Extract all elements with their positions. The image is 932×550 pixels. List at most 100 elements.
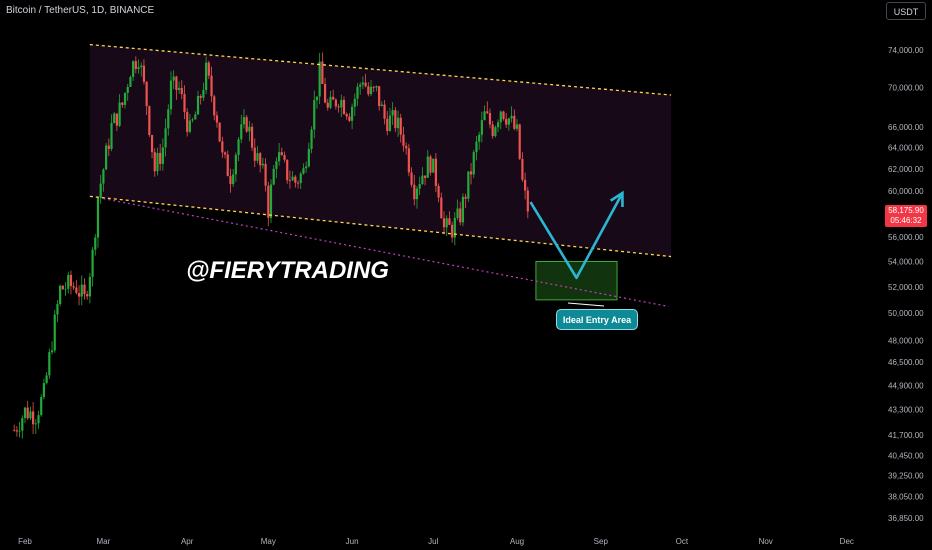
y-tick-label: 62,000.00 <box>888 165 924 174</box>
symbol-title: Bitcoin / TetherUS, 1D, BINANCE <box>6 5 155 16</box>
candle <box>429 154 432 176</box>
candle <box>478 131 481 150</box>
channel-lower-line <box>89 195 672 258</box>
candle <box>413 175 416 206</box>
candle <box>488 108 492 129</box>
candle <box>364 73 367 88</box>
projection-arrowhead <box>609 190 624 208</box>
candle <box>372 85 375 93</box>
candle <box>167 104 170 136</box>
candle <box>356 83 359 107</box>
candle <box>415 186 419 209</box>
candle <box>99 174 102 204</box>
candle <box>145 81 148 116</box>
last-price-tag: 58,175.90 05:46:32 <box>885 205 927 227</box>
candle <box>153 148 156 177</box>
candle <box>410 167 413 188</box>
candle <box>378 86 381 111</box>
candle <box>361 76 365 89</box>
candle <box>326 98 329 111</box>
candle <box>369 79 373 97</box>
candle <box>48 348 51 379</box>
candle <box>183 85 186 120</box>
candle <box>394 107 397 133</box>
candle <box>334 98 337 110</box>
candles <box>13 52 529 439</box>
candle <box>132 60 135 82</box>
channel-upper-line <box>89 43 672 96</box>
candle <box>453 212 456 246</box>
candle <box>37 410 40 429</box>
candle <box>134 56 137 74</box>
y-tick-label: 52,000.00 <box>888 283 924 292</box>
candle <box>402 126 405 152</box>
candle <box>267 181 270 227</box>
candle <box>345 112 348 120</box>
x-tick-label: Jun <box>346 537 359 546</box>
candle <box>515 119 519 132</box>
candle <box>186 108 189 137</box>
candle <box>21 415 24 439</box>
candle <box>461 193 465 227</box>
candle <box>261 157 264 169</box>
candle <box>177 81 181 94</box>
candle <box>232 169 235 187</box>
candle <box>129 75 132 87</box>
candle <box>521 152 524 182</box>
candle <box>199 94 202 105</box>
candle <box>202 82 205 101</box>
candle <box>313 90 316 139</box>
candle <box>110 114 113 152</box>
candle <box>286 159 289 184</box>
candle <box>107 138 110 157</box>
candle <box>194 111 197 120</box>
x-tick-label: Oct <box>676 537 689 546</box>
candle <box>59 284 62 307</box>
candle <box>72 281 75 291</box>
candle <box>302 163 305 175</box>
candle <box>291 171 294 181</box>
candle <box>242 109 246 129</box>
candle <box>480 111 483 143</box>
candle <box>148 105 151 137</box>
candle <box>307 142 310 168</box>
candle <box>405 142 408 155</box>
x-tick-label: Jul <box>428 537 438 546</box>
candle <box>310 126 313 154</box>
candle <box>288 170 292 189</box>
candle <box>26 400 29 420</box>
candle <box>445 215 448 237</box>
candle <box>278 142 281 166</box>
candle <box>248 120 251 142</box>
x-tick-label: May <box>261 537 276 546</box>
candle <box>396 110 400 137</box>
x-tick-label: Dec <box>840 537 854 546</box>
y-tick-label: 41,700.00 <box>888 431 924 440</box>
candle <box>448 211 451 226</box>
bar-countdown: 05:46:32 <box>890 216 922 225</box>
candle <box>496 119 500 133</box>
ideal-entry-label: Ideal Entry Area <box>556 309 638 330</box>
candle <box>50 341 54 355</box>
candle <box>64 282 67 296</box>
y-tick-label: 46,500.00 <box>888 358 924 367</box>
candle <box>391 102 394 125</box>
candle <box>218 122 221 142</box>
candle <box>432 158 435 173</box>
candle <box>407 143 410 177</box>
candle <box>156 147 159 176</box>
candle <box>18 421 21 438</box>
y-tick-label: 50,000.00 <box>888 309 924 318</box>
candle <box>399 113 402 143</box>
candle <box>150 134 154 159</box>
candle <box>161 138 164 171</box>
candle <box>507 117 510 131</box>
currency-selector[interactable]: USDT <box>886 2 926 20</box>
x-tick-label: Aug <box>510 537 524 546</box>
candle <box>126 83 129 101</box>
y-tick-label: 38,050.00 <box>888 492 924 501</box>
candle <box>40 394 43 417</box>
candle <box>188 113 192 134</box>
y-tick-label: 60,000.00 <box>888 187 924 196</box>
